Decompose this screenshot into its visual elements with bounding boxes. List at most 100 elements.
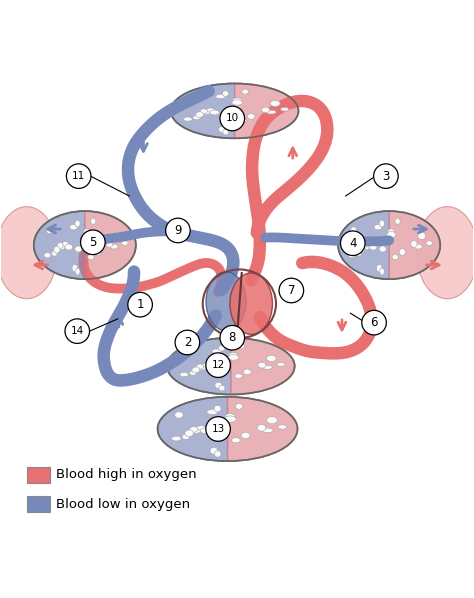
Ellipse shape <box>157 397 298 461</box>
Ellipse shape <box>82 231 91 238</box>
Ellipse shape <box>210 447 218 454</box>
Ellipse shape <box>362 243 367 249</box>
Ellipse shape <box>121 241 128 245</box>
Ellipse shape <box>242 89 248 94</box>
Ellipse shape <box>266 110 276 114</box>
Circle shape <box>206 417 230 441</box>
Ellipse shape <box>380 268 384 275</box>
Ellipse shape <box>270 100 280 106</box>
Ellipse shape <box>83 229 91 235</box>
Ellipse shape <box>369 244 377 250</box>
Ellipse shape <box>232 100 243 105</box>
Ellipse shape <box>88 254 94 260</box>
Ellipse shape <box>0 206 57 299</box>
Ellipse shape <box>379 246 386 252</box>
Text: 8: 8 <box>228 331 236 344</box>
Circle shape <box>128 292 153 317</box>
Ellipse shape <box>174 411 183 418</box>
Ellipse shape <box>230 273 273 334</box>
Ellipse shape <box>411 240 417 248</box>
Text: 5: 5 <box>89 236 97 249</box>
Text: 13: 13 <box>211 424 225 434</box>
Polygon shape <box>158 397 228 461</box>
Ellipse shape <box>338 211 440 279</box>
Ellipse shape <box>216 94 226 99</box>
Ellipse shape <box>192 367 200 373</box>
Ellipse shape <box>266 355 276 362</box>
Ellipse shape <box>186 96 194 102</box>
Polygon shape <box>235 84 299 138</box>
Ellipse shape <box>277 362 285 367</box>
Ellipse shape <box>107 240 113 248</box>
Ellipse shape <box>171 84 299 138</box>
Ellipse shape <box>356 251 362 256</box>
Ellipse shape <box>190 426 198 432</box>
Ellipse shape <box>193 115 200 120</box>
Ellipse shape <box>46 227 53 234</box>
Text: 9: 9 <box>174 224 182 237</box>
Text: Blood high in oxygen: Blood high in oxygen <box>56 468 197 481</box>
Ellipse shape <box>201 428 211 434</box>
Ellipse shape <box>266 417 277 424</box>
Circle shape <box>66 164 91 188</box>
Ellipse shape <box>238 344 245 349</box>
Ellipse shape <box>219 126 226 133</box>
Ellipse shape <box>243 369 251 375</box>
Circle shape <box>340 231 365 255</box>
Ellipse shape <box>206 108 215 114</box>
Text: 4: 4 <box>349 237 356 250</box>
Ellipse shape <box>200 109 208 114</box>
Ellipse shape <box>57 243 63 249</box>
Ellipse shape <box>196 364 204 369</box>
Ellipse shape <box>44 253 51 258</box>
Ellipse shape <box>196 426 206 432</box>
Ellipse shape <box>387 231 395 238</box>
Ellipse shape <box>361 245 369 250</box>
FancyBboxPatch shape <box>27 467 50 483</box>
Text: 7: 7 <box>288 284 295 297</box>
Ellipse shape <box>258 362 266 368</box>
Ellipse shape <box>281 108 289 111</box>
Text: 1: 1 <box>137 298 144 311</box>
Ellipse shape <box>200 111 210 115</box>
Ellipse shape <box>52 251 57 256</box>
Ellipse shape <box>395 218 400 224</box>
Ellipse shape <box>196 112 204 117</box>
Ellipse shape <box>225 416 236 422</box>
Text: 12: 12 <box>211 360 225 370</box>
Ellipse shape <box>196 367 206 370</box>
Ellipse shape <box>182 351 191 356</box>
Ellipse shape <box>366 242 374 249</box>
Ellipse shape <box>70 224 77 230</box>
Ellipse shape <box>231 438 240 443</box>
Ellipse shape <box>212 349 222 353</box>
Ellipse shape <box>215 451 221 457</box>
Ellipse shape <box>222 112 231 117</box>
Ellipse shape <box>180 373 189 377</box>
Ellipse shape <box>262 365 273 370</box>
Ellipse shape <box>387 229 395 235</box>
Ellipse shape <box>206 272 246 331</box>
Ellipse shape <box>214 405 221 412</box>
Ellipse shape <box>418 232 426 240</box>
Ellipse shape <box>351 227 357 234</box>
FancyBboxPatch shape <box>27 496 50 512</box>
Ellipse shape <box>202 363 211 369</box>
Text: 11: 11 <box>72 171 85 181</box>
Ellipse shape <box>214 430 224 435</box>
Ellipse shape <box>426 241 432 245</box>
Ellipse shape <box>113 232 121 240</box>
Circle shape <box>362 310 386 335</box>
Circle shape <box>65 319 90 343</box>
Polygon shape <box>231 338 295 395</box>
Ellipse shape <box>219 385 225 391</box>
Circle shape <box>220 106 245 131</box>
Ellipse shape <box>241 432 250 439</box>
Ellipse shape <box>215 382 222 389</box>
Ellipse shape <box>228 355 239 360</box>
Ellipse shape <box>75 220 80 227</box>
Ellipse shape <box>414 244 422 249</box>
Ellipse shape <box>172 436 181 441</box>
Text: Blood low in oxygen: Blood low in oxygen <box>56 498 190 511</box>
Circle shape <box>175 330 200 355</box>
